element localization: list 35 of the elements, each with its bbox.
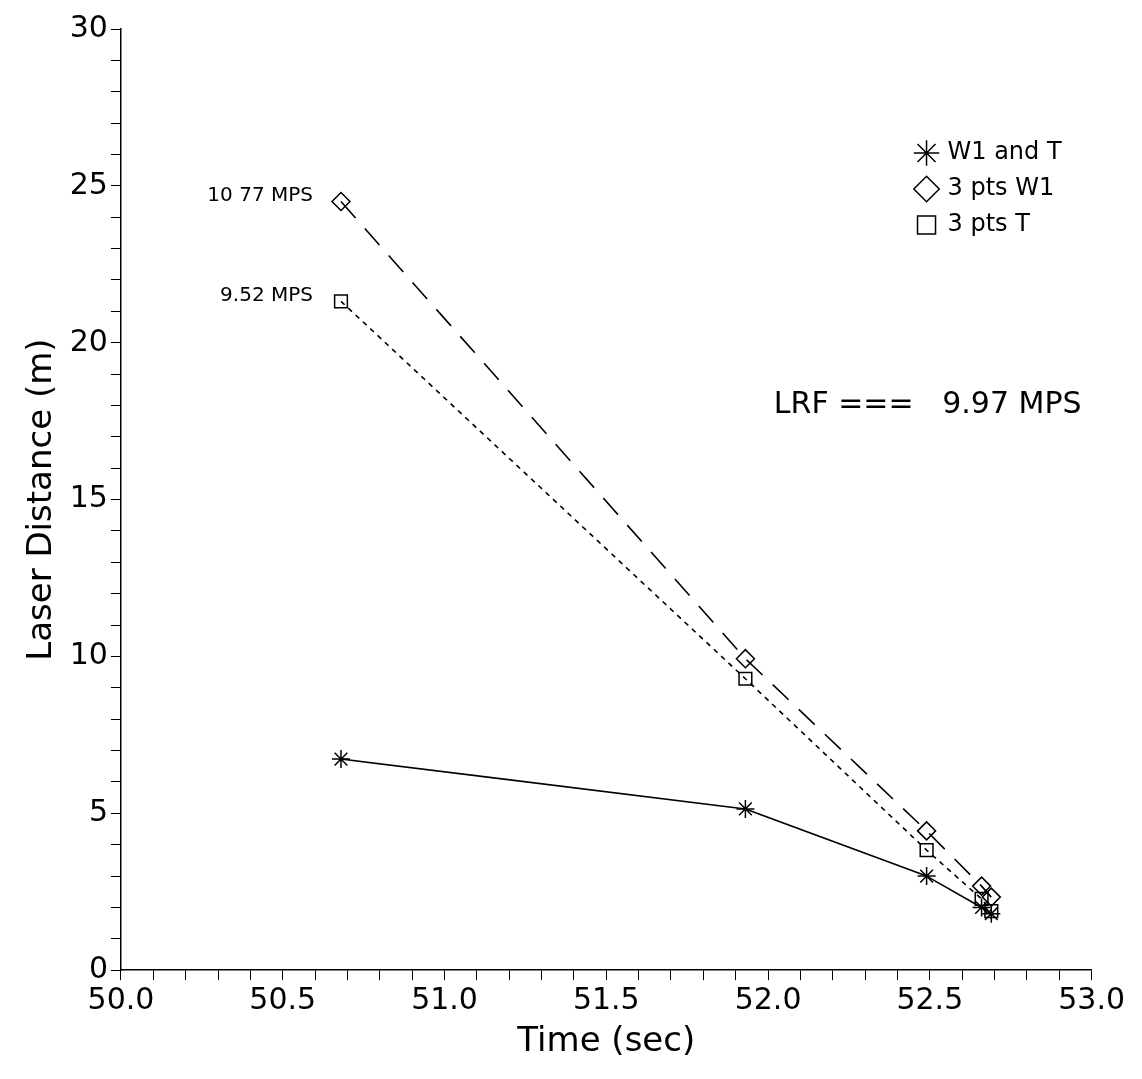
point: [735, 648, 756, 669]
y-tick-label: 25: [69, 165, 108, 201]
legend-label: W1 and T: [947, 137, 1062, 166]
legend-label: 3 pts W1: [947, 173, 1055, 202]
point: [916, 821, 937, 841]
point: [333, 294, 349, 309]
point: [974, 891, 989, 907]
annotation: LRF === 9.97 MPS: [773, 385, 1082, 421]
point: [971, 876, 992, 896]
point: [971, 897, 992, 918]
y-tick-label: 30: [69, 8, 108, 44]
x-tick-label: 51.5: [572, 981, 640, 1016]
y-tick-label: 20: [69, 322, 108, 358]
x-tick-label: 51.0: [411, 981, 478, 1016]
y-tick-label: 15: [69, 479, 108, 515]
y-axis-title: Laser Distance (m): [19, 338, 60, 661]
point: [984, 904, 999, 919]
x-axis-title: Time (sec): [516, 1019, 696, 1060]
x-tick-label: 52.5: [896, 981, 964, 1016]
y-tick-label: 5: [88, 793, 108, 829]
annotation: 9.52 MPS: [220, 281, 313, 306]
point: [919, 842, 934, 858]
annotation: 10 77 MPS: [207, 181, 313, 206]
point: [981, 887, 1002, 907]
point: [738, 671, 753, 686]
y-tick-label: 10: [69, 636, 108, 672]
point: [735, 799, 756, 819]
legend-label: 3 pts T: [947, 209, 1031, 238]
point: [331, 191, 351, 212]
point: [916, 866, 937, 886]
point: [331, 749, 351, 769]
x-tick-label: 50.5: [249, 981, 317, 1016]
x-tick-label: 53.0: [1058, 981, 1125, 1016]
x-tick-label: 52.0: [734, 981, 802, 1016]
point: [981, 903, 1002, 924]
